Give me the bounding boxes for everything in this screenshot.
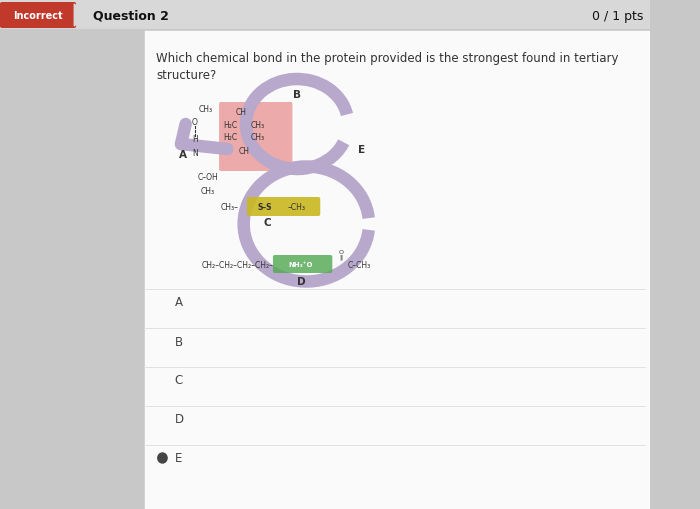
Text: H: H [192,135,198,144]
Text: CH: CH [236,107,247,116]
Text: C–OH: C–OH [197,173,218,182]
FancyBboxPatch shape [0,3,76,29]
Text: CH: CH [239,147,250,156]
Text: C: C [174,374,183,387]
Text: D: D [298,276,306,287]
Text: B: B [293,90,301,100]
Text: D: D [174,413,183,426]
Text: CH₃: CH₃ [201,187,215,196]
Text: H₂C: H₂C [223,120,237,129]
Text: A: A [179,150,187,160]
FancyBboxPatch shape [273,256,332,273]
Text: CH₂–CH₂–CH₂–CH₂–: CH₂–CH₂–CH₂–CH₂– [202,260,274,269]
Text: structure?: structure? [156,68,216,81]
Text: NH₃⁺O: NH₃⁺O [288,262,313,267]
Text: A: A [174,296,183,309]
Circle shape [158,453,167,463]
Text: E: E [174,451,182,465]
FancyBboxPatch shape [144,31,650,509]
Text: B: B [174,335,183,348]
FancyBboxPatch shape [247,197,321,216]
Text: C: C [263,217,271,228]
Text: CH₃–: CH₃– [220,202,238,211]
FancyBboxPatch shape [0,0,650,30]
Text: 0 / 1 pts: 0 / 1 pts [592,10,643,22]
Text: E: E [358,145,365,155]
Text: CH₃: CH₃ [199,104,213,114]
Text: CH₃: CH₃ [251,120,265,129]
Text: N: N [192,148,198,157]
Text: Which chemical bond in the protein provided is the strongest found in tertiary: Which chemical bond in the protein provi… [156,51,619,64]
Text: –CH₃: –CH₃ [288,202,306,211]
Text: O: O [192,117,198,126]
FancyBboxPatch shape [219,103,293,172]
Text: Incorrect: Incorrect [13,11,63,21]
Text: Question 2: Question 2 [93,10,169,22]
Text: S–S: S–S [258,202,272,211]
Text: ‖: ‖ [339,254,342,259]
Text: C–CH₃: C–CH₃ [348,260,372,269]
Text: O: O [338,249,343,254]
Text: H₂C: H₂C [223,133,237,142]
Polygon shape [74,5,88,27]
Text: CH₃: CH₃ [251,133,265,142]
FancyBboxPatch shape [0,0,650,509]
